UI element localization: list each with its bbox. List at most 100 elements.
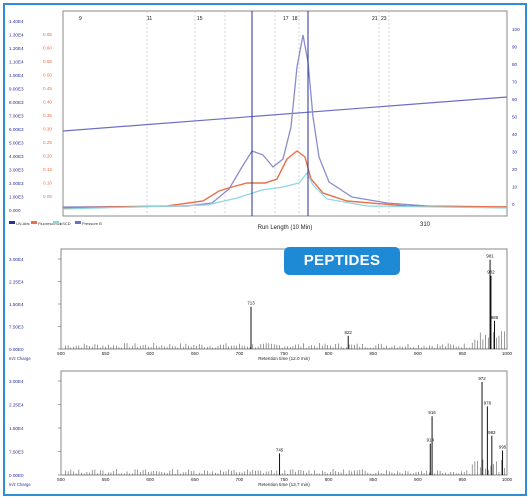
event-marker: 18 xyxy=(292,16,298,22)
x-axis-tick: 750 xyxy=(280,477,288,482)
mid-axis-tick: 0.15 xyxy=(43,167,52,172)
y-axis-tick: 2.25E4 xyxy=(9,280,24,285)
x-axis-label: Retention time (12.0 min) xyxy=(258,356,310,361)
y-axis-tick: 3.00E4 xyxy=(9,379,24,384)
mid-axis-tick: 0.50 xyxy=(43,73,52,78)
peak-label: 983 xyxy=(488,430,496,435)
spectrum-plot-area xyxy=(60,370,508,476)
x-axis-tick: 850 xyxy=(369,351,377,356)
mid-axis-tick: 0.40 xyxy=(43,100,52,105)
mid-axis-tick: 0.45 xyxy=(43,86,52,91)
left-axis-tick: 1.00E4 xyxy=(9,73,24,78)
left-axis-tick: 4.00E3 xyxy=(9,154,24,159)
event-marker: 23 xyxy=(381,16,387,22)
x-axis-tick: 750 xyxy=(280,351,288,356)
x-axis-tick: 550 xyxy=(102,477,110,482)
x-axis-label: Retention time (13.7 min) xyxy=(258,482,310,487)
x-axis-unit: m/z Charge xyxy=(9,482,31,487)
peak-label: 986 xyxy=(491,315,499,320)
left-axis-tick: 1.20E4 xyxy=(9,46,24,51)
left-axis-tick: 1.10E4 xyxy=(9,60,24,65)
fluorescence-trace xyxy=(62,150,508,209)
mass-spectrum-2: 3.00E4 2.25E4 1.50E4 7.50E3 0.00E0 500 550 600 6… xyxy=(9,370,513,487)
peak-label: 713 xyxy=(247,301,255,306)
left-axis-tick: 0.000 xyxy=(9,208,21,213)
left-axis-tick: 1.00E3 xyxy=(9,195,24,200)
x-axis-tick: 550 xyxy=(102,351,110,356)
legend-label: Fluorescence xyxy=(38,221,63,226)
x-axis-tick: 900 xyxy=(414,351,422,356)
left-axis-tick: 1.30E4 xyxy=(9,33,24,38)
mid-axis-tick: 0.65 xyxy=(43,32,52,37)
left-axis-tick: 7.00E3 xyxy=(9,114,24,119)
left-axis-tick: 1.40E4 xyxy=(9,19,24,24)
peak-label: 981 xyxy=(486,254,494,259)
x-axis-tick: 650 xyxy=(191,351,199,356)
peak-label: 982 xyxy=(487,270,495,275)
left-axis-tick: 8.00E3 xyxy=(9,100,24,105)
peptides-badge: PEPTIDES xyxy=(284,247,400,275)
x-axis-tick: 600 xyxy=(146,477,154,482)
y-axis-tick: 7.50E3 xyxy=(9,325,24,330)
mid-axis-tick: 0.30 xyxy=(43,127,52,132)
x-axis-label: Run Length (10 Min) xyxy=(258,225,313,231)
event-marker: 9 xyxy=(79,16,82,22)
left-axis-tick: 9.00E3 xyxy=(9,87,24,92)
right-axis-tick: 30 xyxy=(512,150,518,155)
legend-swatch xyxy=(53,221,59,224)
right-axis-tick: 50 xyxy=(512,115,518,120)
event-marker: 11 xyxy=(147,16,152,22)
right-axis-tick: 80 xyxy=(512,62,518,67)
y-axis-tick: 3.00E4 xyxy=(9,257,24,262)
right-axis-tick: 100 xyxy=(512,27,520,32)
x-axis-tick: 500 xyxy=(57,351,65,356)
mid-axis-tick: 0.60 xyxy=(43,46,52,51)
peak-label: 822 xyxy=(345,330,353,335)
y-axis-tick: 0.00E0 xyxy=(9,473,24,478)
y-axis-tick: 1.50E4 xyxy=(9,302,24,307)
peak-label: 972 xyxy=(478,376,486,381)
legend-label: Pressure B xyxy=(82,221,102,226)
left-axis-tick: 6.00E3 xyxy=(9,127,24,132)
peak-label: 745 xyxy=(276,447,284,452)
mid-axis-tick: 0.05 xyxy=(43,194,52,199)
mid-axis-tick: 0.20 xyxy=(43,154,52,159)
chromatography-app: 1.40E4 1.30E4 1.20E4 1.10E4 1.00E4 9.00E3 8.00… xyxy=(7,7,522,492)
peak-label: 916 xyxy=(428,410,436,415)
right-axis-tick: 10 xyxy=(512,185,518,190)
mid-axis-tick: 0.55 xyxy=(43,59,52,64)
right-axis-tick: 40 xyxy=(512,132,518,137)
left-axis-tick: 3.00E3 xyxy=(9,168,24,173)
peak-label: 995 xyxy=(499,445,507,450)
x-axis-tick: 800 xyxy=(325,477,333,482)
mid-axis-tick: 0.25 xyxy=(43,140,52,145)
event-marker: 15 xyxy=(197,16,203,22)
x-axis-tick: 1000 xyxy=(502,477,513,482)
left-axis-tick: 5.00E3 xyxy=(9,141,24,146)
x-axis-tick: 650 xyxy=(191,477,199,482)
x-axis-tick: 950 xyxy=(459,477,467,482)
legend-label: LSCD xyxy=(60,221,71,226)
x-axis-tick: 500 xyxy=(57,477,65,482)
mass-spectrum-1: 3.00E4 2.25E4 1.50E4 7.50E3 0.00E0 500 550 600 6… xyxy=(9,248,513,361)
legend-swatch xyxy=(31,221,37,224)
mid-axis-tick: 0.35 xyxy=(43,113,52,118)
right-axis-tick: 70 xyxy=(512,80,518,85)
x-axis-tick: 900 xyxy=(414,477,422,482)
x-end-label: 310 xyxy=(420,222,431,228)
x-axis-tick: 800 xyxy=(325,351,333,356)
mid-axis-tick: 0.10 xyxy=(43,181,52,186)
x-axis-tick: 850 xyxy=(369,477,377,482)
x-axis-tick: 700 xyxy=(236,477,244,482)
y-axis-tick: 7.50E3 xyxy=(9,450,24,455)
peak-label: 914 xyxy=(427,438,435,443)
x-axis-tick: 700 xyxy=(236,351,244,356)
gradient-line xyxy=(62,96,508,132)
x-axis-tick: 1000 xyxy=(502,351,513,356)
legend-swatch xyxy=(9,221,15,224)
event-marker: 17 xyxy=(283,16,289,22)
right-axis-tick: 60 xyxy=(512,97,518,102)
x-axis-unit: m/z Charge xyxy=(9,356,31,361)
peak-label: 978 xyxy=(484,400,492,405)
chromatogram-panel: 1.40E4 1.30E4 1.20E4 1.10E4 1.00E4 9.00E3 8.00… xyxy=(9,10,520,231)
